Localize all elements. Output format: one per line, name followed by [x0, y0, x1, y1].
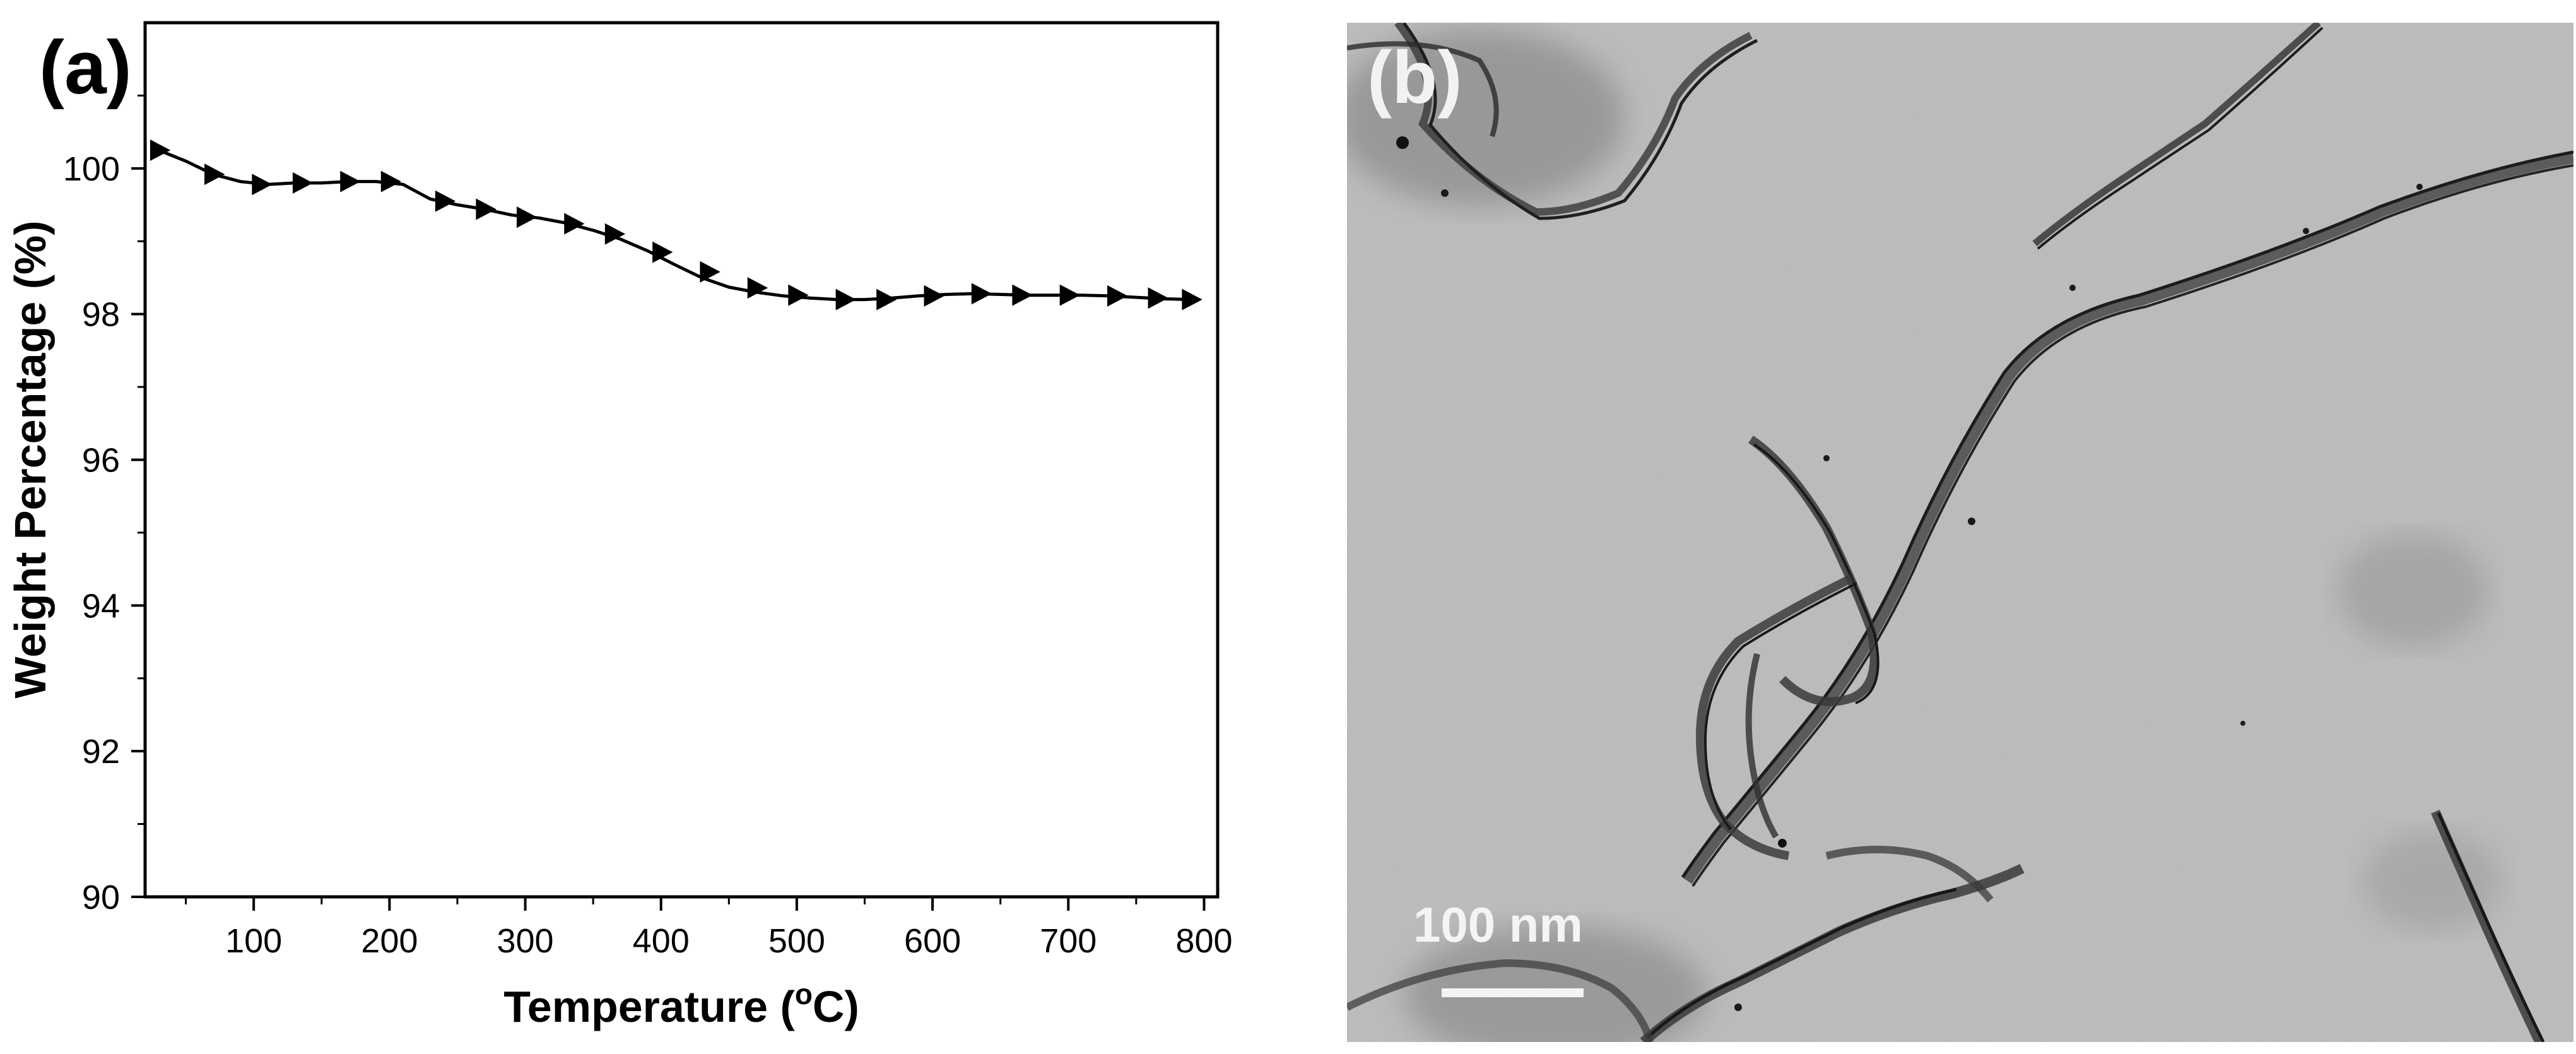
nanotube: [1825, 846, 1994, 903]
nanotube: [1745, 653, 1779, 839]
data-point-marker: [564, 213, 585, 235]
nanotube: [2437, 812, 2545, 1042]
nanoparticle: [1441, 189, 1449, 197]
nanoparticle: [1823, 455, 1830, 461]
data-point-marker: [476, 198, 497, 220]
nanotube: [2037, 27, 2324, 250]
nanotube: [1691, 164, 2573, 887]
data-point-marker: [1182, 288, 1203, 311]
data-point-marker: [604, 223, 626, 245]
panel-label-b: (b): [1367, 36, 1462, 119]
nanotube: [1703, 582, 1857, 831]
nanotube: [1347, 41, 1499, 138]
nanoparticle: [2069, 285, 2076, 291]
tem-micrograph: [1347, 23, 2573, 1042]
nanotube: [1394, 23, 1753, 216]
nanotube: [2032, 23, 2321, 247]
data-point-marker: [788, 284, 809, 306]
series-weight-loss: [150, 139, 1203, 311]
y-tick-label: 90: [82, 879, 120, 916]
x-tick-label: 700: [1040, 922, 1097, 960]
x-tick-label: 600: [904, 922, 961, 960]
nanotube: [1640, 863, 2025, 1042]
data-point-marker: [700, 261, 720, 283]
scale-bar-label: 100 nm: [1413, 897, 1583, 952]
nanoparticle: [1778, 839, 1787, 848]
tem-shadow: [1347, 29, 1625, 206]
x-axis-title-unit: C): [813, 982, 859, 1031]
nanoparticle: [2416, 184, 2423, 190]
scale-bar: [1442, 988, 1584, 997]
nanotube: [1402, 23, 1758, 220]
panel-label-a: (a): [39, 25, 132, 110]
data-point-marker: [150, 139, 171, 161]
data-point-marker: [516, 206, 538, 228]
x-tick-label: 500: [768, 922, 825, 960]
y-tick-label: 98: [82, 296, 120, 334]
data-point-marker: [1059, 284, 1080, 306]
data-point-marker: [971, 283, 992, 305]
data-point-marker: [1148, 287, 1168, 309]
data-point-marker: [747, 277, 768, 299]
data-point-marker: [292, 172, 314, 194]
x-axis-title-superscript: o: [795, 978, 813, 1010]
data-point-marker: [1107, 285, 1128, 307]
nanotube: [1683, 153, 2573, 884]
x-tick-label: 200: [361, 922, 418, 960]
tem-shadow: [1404, 925, 1707, 1042]
tem-shadow: [2338, 534, 2489, 648]
nanoparticle: [2240, 721, 2245, 726]
tem-image-panel: (b) 100 nm: [1347, 23, 2573, 1042]
nanoparticle: [1734, 1004, 1742, 1011]
nanotube: [1681, 150, 2573, 879]
plot-frame: [143, 21, 1220, 899]
x-tick-label: 400: [633, 922, 690, 960]
data-point-marker: [252, 174, 273, 196]
data-point-marker: [924, 285, 944, 307]
tga-chart: (a) 100 200 300 400 500 600 700 800909294969810…: [6, 21, 1233, 1031]
y-tick-label: 96: [82, 442, 120, 480]
axis-ticks: [131, 94, 1206, 911]
x-axis-title: Temperature (oC): [503, 978, 859, 1031]
x-tick-label: 800: [1175, 922, 1232, 960]
series-line: [158, 148, 1191, 302]
tem-shadow: [2363, 831, 2502, 932]
data-point-marker: [340, 170, 361, 192]
data-point-marker: [435, 190, 456, 212]
nanotube: [1695, 574, 1854, 860]
nanotube: [1347, 959, 1654, 1042]
data-point-marker: [652, 241, 673, 263]
nanotube: [1753, 443, 1879, 704]
tick-labels: 100 200 300 400 500 600 700 800 90 92 94 96 98 100: [63, 150, 1233, 960]
data-point-marker: [380, 170, 402, 192]
nanoparticle: [1968, 518, 1975, 525]
nanoparticle: [1396, 136, 1409, 149]
y-tick-label: 100: [63, 150, 120, 188]
data-point-marker: [1012, 284, 1033, 306]
data-point-marker: [204, 163, 225, 186]
x-tick-label: 300: [497, 922, 553, 960]
nanoparticle: [2303, 228, 2309, 234]
x-axis-title-main: Temperature (: [503, 982, 795, 1031]
y-tick-label: 94: [82, 587, 120, 625]
nanotube: [2431, 809, 2544, 1042]
y-axis-title: Weight Percentage (%): [6, 220, 55, 698]
data-point-marker: [876, 288, 897, 311]
data-point-marker: [835, 288, 856, 311]
x-tick-label: 100: [225, 922, 282, 960]
nanotube: [1646, 887, 1957, 1039]
y-tick-label: 92: [82, 733, 120, 771]
